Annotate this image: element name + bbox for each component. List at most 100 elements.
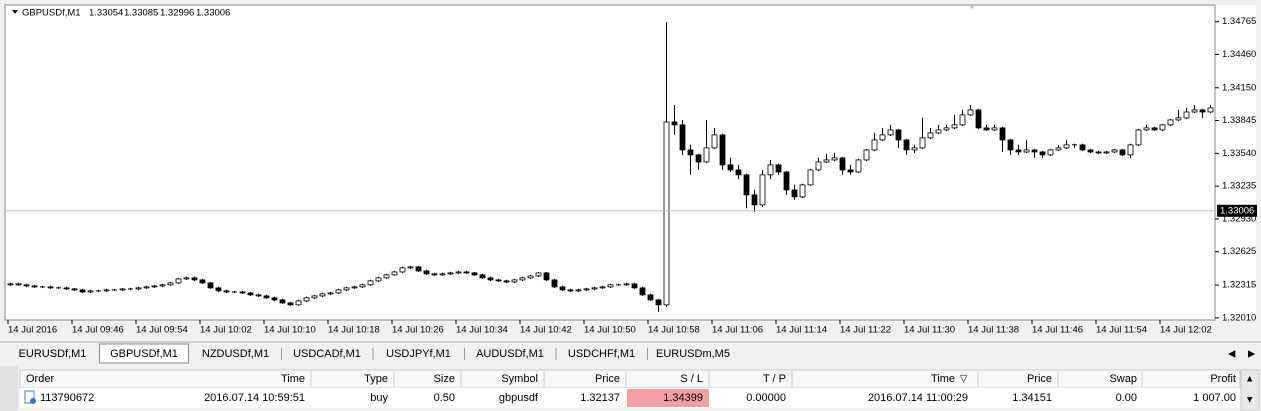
tab-active[interactable]	[99, 343, 189, 364]
candle-body	[335, 289, 342, 294]
order-icon	[24, 390, 36, 404]
candle-body	[223, 290, 230, 293]
candle-body	[167, 282, 174, 286]
candle-body	[487, 277, 494, 281]
scroll-down[interactable]: ▼	[1245, 395, 1254, 406]
candle-body	[887, 129, 894, 136]
sort-arrow[interactable]: ▽	[960, 374, 968, 385]
tabs: EURUSDf,M1 GBPUSDf,M1 NZDUSDf,M1 USDCADf,M1…	[8, 343, 738, 364]
candle-body	[1063, 144, 1070, 149]
column-header[interactable]: Profit	[1210, 373, 1236, 385]
candle-body	[959, 114, 966, 126]
tab-label[interactable]: USDCADf,M1	[293, 348, 361, 360]
tab[interactable]	[648, 346, 738, 362]
tab-label[interactable]: USDJPYf,M1	[386, 348, 451, 360]
tab[interactable]	[8, 346, 97, 362]
tab[interactable]	[374, 346, 463, 362]
tab-label[interactable]: GBPUSDf,M1	[110, 348, 178, 360]
scroll-up[interactable]: ▲	[1245, 374, 1254, 385]
column-header[interactable]: Price	[1027, 373, 1052, 385]
column-header[interactable]: S / L	[680, 373, 703, 385]
candle-body	[263, 295, 270, 299]
tab-label[interactable]: EURUSDm,M5	[656, 348, 730, 360]
candle-body	[87, 290, 94, 293]
candle-body	[255, 294, 262, 297]
x-tick-label: 14 Jul 11:06	[712, 325, 763, 336]
quote-close: 1.33006	[196, 8, 230, 19]
tab[interactable]	[282, 346, 372, 362]
candle-body	[207, 282, 214, 289]
candle-body	[839, 157, 846, 171]
column-header[interactable]: Symbol	[501, 373, 538, 385]
tab[interactable]	[191, 346, 280, 362]
column-header[interactable]: Time	[281, 373, 305, 385]
x-tick-label: 14 Jul 10:50	[584, 325, 636, 336]
candle-body	[1103, 151, 1110, 154]
tab[interactable]	[465, 346, 555, 362]
candle-body	[879, 134, 886, 141]
candle-body	[703, 147, 710, 163]
candle-body	[823, 159, 830, 163]
candle-body	[935, 129, 942, 134]
candle-body	[791, 189, 798, 198]
menu-arrow[interactable]	[12, 10, 18, 14]
candle-body	[279, 299, 286, 304]
candle-body	[847, 169, 854, 173]
tab-label[interactable]: USDCHFf,M1	[568, 348, 635, 360]
candle-body	[431, 273, 438, 276]
candle-body	[927, 132, 934, 139]
cell: 1.32137	[580, 392, 620, 404]
candle-body	[423, 270, 430, 275]
tab-scroll-right[interactable]: ▶	[1248, 349, 1256, 360]
candle-body	[23, 284, 30, 287]
column-header[interactable]: Type	[364, 373, 388, 385]
candle-body	[239, 291, 246, 294]
x-tick-label: 14 Jul 09:54	[136, 325, 188, 336]
cell: 0.50	[434, 392, 455, 404]
x-tick-label: 14 Jul 10:26	[392, 325, 444, 336]
candle-body	[759, 174, 766, 206]
y-tick-label: 1.34150	[1222, 82, 1256, 93]
candle-body	[383, 274, 390, 279]
cell: 1.34399	[663, 392, 703, 404]
tab-scroll-left[interactable]: ◀	[1228, 349, 1236, 360]
tab[interactable]	[557, 346, 646, 362]
candle-body	[655, 299, 662, 306]
candle-body	[911, 147, 918, 151]
x-tick-label: 14 Jul 11:38	[968, 325, 1019, 336]
candle-body	[143, 286, 150, 289]
candle-body	[567, 289, 574, 292]
candle-body	[711, 134, 718, 149]
cell: 0.00000	[746, 392, 786, 404]
y-tick-label: 1.34460	[1222, 49, 1256, 60]
column-header[interactable]: Size	[434, 373, 455, 385]
candle-body	[31, 285, 38, 288]
tab-label[interactable]: AUDUSDf,M1	[476, 348, 544, 360]
candle-body	[551, 279, 558, 288]
column-header[interactable]: Price	[595, 373, 620, 385]
scrollbar[interactable]	[1240, 369, 1260, 411]
candle-body	[895, 129, 902, 141]
column-header[interactable]: Time	[931, 373, 955, 385]
tab-label[interactable]: EURUSDf,M1	[19, 348, 87, 360]
candle-body	[999, 127, 1006, 141]
candle-body	[951, 124, 958, 129]
cell: gbpusdf	[499, 392, 539, 404]
column-header[interactable]: T / P	[763, 373, 786, 385]
candle-body	[975, 109, 982, 129]
candle-body	[559, 286, 566, 291]
candle-body	[199, 279, 206, 284]
x-tick-label: 14 Jul 10:58	[648, 325, 700, 336]
candle-body	[575, 289, 582, 292]
candle-body	[719, 134, 726, 166]
candle-body	[1039, 151, 1046, 156]
column-header[interactable]: Order	[26, 373, 54, 385]
side-panel	[0, 366, 18, 411]
candle-body	[391, 271, 398, 276]
column-header[interactable]: Swap	[1109, 373, 1137, 385]
cell: 0.00	[1116, 392, 1137, 404]
cell: 2016.07.14 10:59:51	[204, 392, 305, 404]
candle-body	[503, 280, 510, 283]
tab-label[interactable]: NZDUSDf,M1	[202, 348, 269, 360]
